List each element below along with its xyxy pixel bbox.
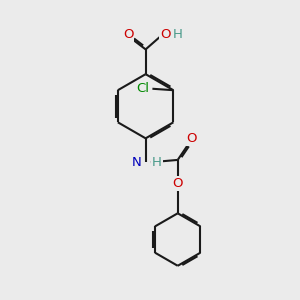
Text: O: O <box>123 28 134 41</box>
Text: H: H <box>173 28 183 41</box>
Text: H: H <box>152 156 162 169</box>
Text: O: O <box>172 177 183 190</box>
Text: N: N <box>131 156 141 169</box>
Text: O: O <box>160 28 171 41</box>
Text: O: O <box>187 132 197 145</box>
Text: Cl: Cl <box>136 82 149 95</box>
